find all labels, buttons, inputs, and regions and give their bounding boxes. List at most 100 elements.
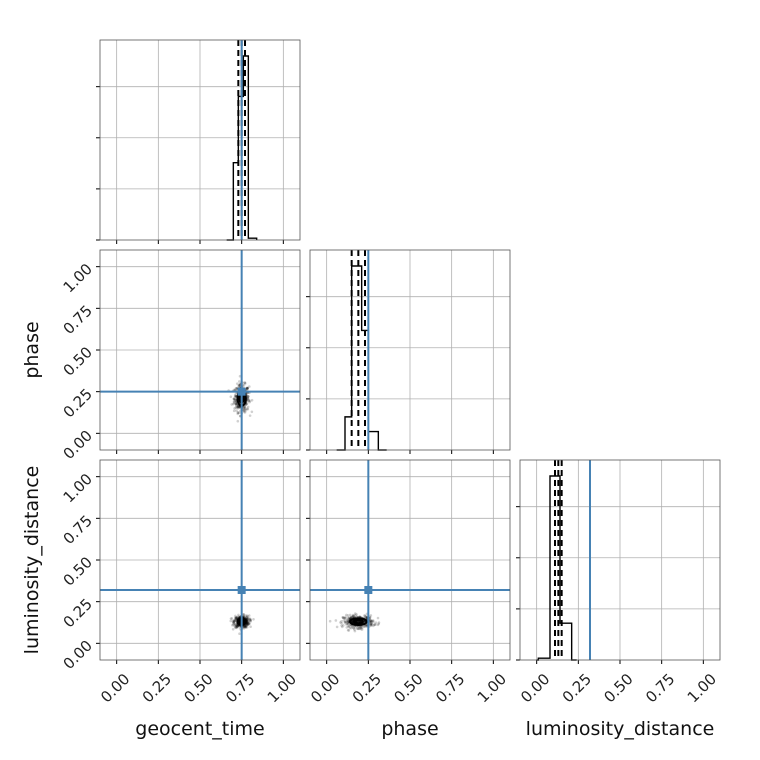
sample-point <box>245 616 249 619</box>
sample-point <box>247 623 251 626</box>
sample-point <box>231 620 235 623</box>
sample-point <box>234 393 237 396</box>
sample-point <box>245 625 249 629</box>
sample-point <box>341 615 344 619</box>
sample-point <box>350 625 354 628</box>
sample-point <box>245 402 248 406</box>
sample-point <box>238 382 242 386</box>
sample-point <box>347 617 351 621</box>
sample-point <box>237 405 240 408</box>
sample-point <box>369 619 373 622</box>
sample-point <box>247 399 250 403</box>
sample-point <box>245 386 249 390</box>
sample-point <box>340 619 343 623</box>
sample-point <box>373 623 376 627</box>
sample-point <box>345 626 349 629</box>
sample-point <box>235 387 238 390</box>
sample-point <box>372 620 375 624</box>
sample-point <box>235 403 238 406</box>
sample-point <box>234 617 238 620</box>
x-tick-label: 1.00 <box>684 670 720 706</box>
sample-point <box>246 620 250 623</box>
sample-point <box>235 615 239 619</box>
sample-point <box>235 382 239 385</box>
sample-point <box>369 623 373 627</box>
sample-point <box>237 406 240 410</box>
sample-point <box>234 402 238 405</box>
sample-point <box>347 629 351 632</box>
sample-point <box>242 409 246 412</box>
sample-point <box>242 613 246 616</box>
sample-point <box>246 396 250 399</box>
sample-point <box>237 384 241 388</box>
sample-point <box>243 625 247 628</box>
histogram-phase <box>336 265 387 451</box>
sample-point <box>340 624 343 627</box>
x-tick-label: 0.50 <box>180 670 216 706</box>
sample-point <box>232 400 236 404</box>
sample-point <box>235 624 239 628</box>
y-tick-label: 0.75 <box>60 302 96 338</box>
sample-point <box>339 621 342 624</box>
sample-point <box>328 619 332 623</box>
sample-point <box>243 405 246 409</box>
sample-point <box>248 414 252 417</box>
sample-point <box>242 409 245 413</box>
sample-point <box>235 624 238 627</box>
y-axis-label-luminosity_distance: luminosity_distance <box>21 466 43 655</box>
sample-point <box>246 617 250 620</box>
sample-point <box>243 406 247 410</box>
sample-point <box>351 614 355 618</box>
sample-point <box>245 618 249 621</box>
sample-point <box>236 405 240 408</box>
marginal-panel-luminosity_distance: 0.00 0.25 0.50 0.75 1.00 <box>516 459 721 706</box>
grid <box>100 40 300 240</box>
sample-point <box>247 614 251 617</box>
sample-point <box>358 627 361 631</box>
sample-point <box>359 626 363 630</box>
sample-point <box>234 626 237 630</box>
sample-point <box>245 387 249 390</box>
sample-point <box>233 394 237 398</box>
sample-point <box>351 613 355 617</box>
sample-point <box>244 626 248 629</box>
x-tick-label: 1.00 <box>474 670 510 706</box>
sample-point <box>341 616 345 620</box>
sample-point <box>246 407 250 411</box>
sample-point <box>234 387 238 390</box>
sample-point <box>347 625 351 629</box>
sample-point <box>246 387 250 390</box>
sample-point <box>369 619 373 622</box>
sample-point <box>348 624 351 628</box>
sample-point <box>357 625 361 629</box>
sample-point <box>246 623 249 626</box>
sample-point <box>345 623 348 626</box>
sample-point <box>343 620 347 623</box>
sample-point <box>233 407 236 410</box>
sample-point <box>352 614 356 618</box>
sample-point <box>244 614 248 618</box>
sample-point <box>234 399 237 403</box>
sample-point <box>373 623 376 626</box>
sample-point <box>334 619 338 622</box>
sample-point <box>369 614 373 617</box>
sample-point <box>233 395 237 398</box>
sample-point <box>376 623 380 627</box>
sample-point <box>358 615 361 618</box>
sample-point <box>352 626 355 630</box>
density-contour <box>349 617 368 627</box>
sample-point <box>246 622 250 626</box>
sample-point <box>235 625 239 629</box>
sample-point <box>243 410 246 414</box>
sample-point <box>236 405 239 409</box>
x-tick-label: 0.25 <box>139 670 175 706</box>
sample-point <box>355 615 358 618</box>
sample-point <box>370 622 374 626</box>
truth-point <box>237 387 246 396</box>
sample-point <box>245 386 249 390</box>
sample-point <box>234 398 237 402</box>
panel-frame <box>309 459 511 661</box>
sample-point <box>234 618 237 622</box>
sample-point <box>242 406 245 410</box>
sample-point <box>247 394 250 398</box>
